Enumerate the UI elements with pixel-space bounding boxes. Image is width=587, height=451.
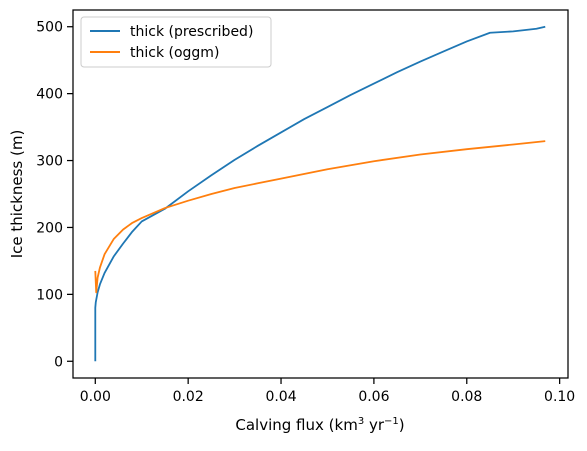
x-axis-label: Calving flux (km3 yr−1) <box>235 416 404 434</box>
x-axis-ticks: 0.00 0.02 0.04 0.06 0.08 0.10 <box>80 378 575 405</box>
series-line-0 <box>94 25 546 362</box>
series-layer <box>94 25 546 362</box>
series-line-1 <box>94 140 546 294</box>
x-axis-label-mid: yr <box>364 416 385 434</box>
x-tick-label: 0.10 <box>544 389 575 405</box>
legend-box <box>80 16 272 68</box>
y-tick-label: 400 <box>36 87 63 103</box>
legend-label-prescribed: thick (prescribed) <box>130 24 253 40</box>
x-axis-label-sup1: 3 <box>358 416 364 427</box>
legend-label-oggm: thick (oggm) <box>130 45 219 61</box>
y-tick-label: 0 <box>54 354 63 370</box>
y-tick-label: 300 <box>36 154 63 170</box>
x-tick-label: 0.00 <box>80 389 111 405</box>
plot-frame <box>72 9 569 379</box>
x-tick-label: 0.08 <box>451 389 482 405</box>
x-tick-label: 0.04 <box>265 389 296 405</box>
y-tick-label: 100 <box>36 287 63 303</box>
x-tick-label: 0.02 <box>173 389 204 405</box>
y-tick-label: 200 <box>36 220 63 236</box>
x-axis-label-pre: Calving flux (km <box>235 416 357 434</box>
x-tick-label: 0.06 <box>358 389 389 405</box>
y-axis-ticks: 0 100 200 300 400 500 <box>36 20 73 370</box>
x-axis-label-sup2: −1 <box>384 416 399 427</box>
x-axis-label-post: ) <box>399 416 405 434</box>
legend: thick (prescribed) thick (oggm) <box>80 16 272 68</box>
y-tick-label: 500 <box>36 20 63 36</box>
y-axis-label: Ice thickness (m) <box>8 130 26 259</box>
